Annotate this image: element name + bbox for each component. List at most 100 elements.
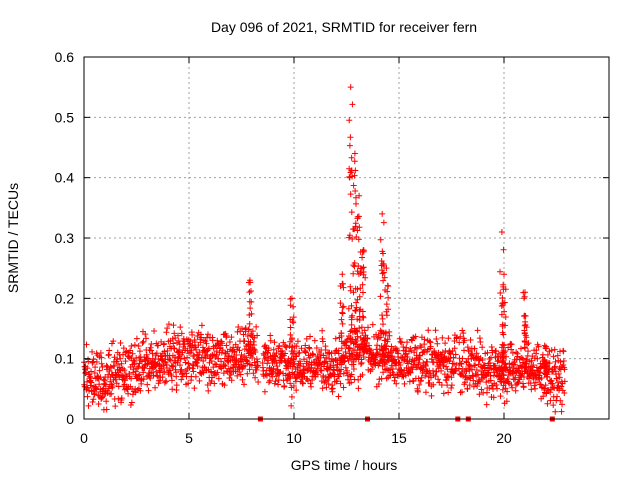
data-point (215, 355, 222, 362)
data-point (432, 327, 439, 334)
data-point (136, 348, 143, 355)
data-point (147, 344, 154, 351)
data-point (288, 393, 295, 400)
data-point (400, 344, 407, 351)
data-point (265, 357, 272, 364)
data-point (272, 352, 279, 359)
data-point (466, 382, 473, 389)
data-point (170, 363, 177, 370)
data-point (201, 363, 208, 370)
data-point (379, 270, 386, 277)
data-point (185, 360, 192, 367)
data-point (152, 384, 159, 391)
data-point (503, 353, 510, 360)
data-point (335, 347, 342, 354)
data-point (117, 339, 124, 346)
data-point (352, 194, 359, 201)
y-tick-label: 0.1 (55, 351, 75, 367)
data-point (500, 353, 507, 360)
data-point (205, 387, 212, 394)
data-point (246, 277, 253, 284)
data-point (246, 366, 253, 373)
data-point (478, 386, 485, 393)
data-point (458, 369, 465, 376)
data-point (265, 345, 272, 352)
data-point (307, 380, 314, 387)
data-point (551, 364, 558, 371)
data-point (559, 401, 566, 408)
data-point (556, 374, 563, 381)
data-point (479, 356, 486, 363)
data-point (503, 398, 510, 405)
data-point (272, 378, 279, 385)
data-point (379, 248, 386, 255)
data-point (409, 366, 416, 373)
data-point (92, 364, 99, 371)
data-point (359, 254, 366, 261)
data-point (244, 358, 251, 365)
data-point (252, 374, 259, 381)
data-point (377, 327, 384, 334)
data-point (248, 310, 255, 317)
data-point (394, 347, 401, 354)
y-tick-label: 0.2 (55, 290, 75, 306)
data-point (319, 385, 326, 392)
data-point (448, 374, 455, 381)
data-point (555, 382, 562, 389)
data-point (234, 372, 241, 379)
data-point (352, 307, 359, 314)
data-point (298, 345, 305, 352)
data-point (398, 339, 405, 346)
data-point (444, 373, 451, 380)
data-point (476, 335, 483, 342)
data-point (247, 345, 254, 352)
data-point (128, 375, 135, 382)
data-point (222, 363, 229, 370)
data-point (500, 302, 507, 309)
data-point (360, 247, 367, 254)
data-point (378, 342, 385, 349)
data-point (171, 354, 178, 361)
data-point (547, 397, 554, 404)
data-point (287, 295, 294, 302)
data-point (350, 270, 357, 277)
data-point (91, 369, 98, 376)
data-point (498, 302, 505, 309)
data-point (445, 335, 452, 342)
x-tick-label: 20 (496, 430, 512, 446)
data-point (122, 358, 129, 365)
data-point (323, 384, 330, 391)
data-point (353, 337, 360, 344)
points-layer (81, 84, 568, 422)
data-point (356, 307, 363, 314)
data-point (178, 366, 185, 373)
data-point (492, 362, 499, 369)
data-point (522, 313, 529, 320)
data-point (522, 289, 528, 296)
data-point (383, 375, 390, 382)
data-point (430, 381, 437, 388)
data-point (115, 395, 122, 402)
data-point (360, 269, 367, 276)
data-point (380, 269, 387, 276)
data-point (512, 374, 519, 381)
data-point (90, 356, 97, 363)
data-point (547, 389, 554, 396)
data-point (508, 341, 515, 348)
data-point (296, 349, 303, 356)
data-point (287, 302, 294, 309)
data-point (391, 377, 398, 384)
data-point (161, 340, 168, 347)
data-point (490, 394, 497, 401)
data-point (494, 385, 501, 392)
data-point (221, 382, 228, 389)
data-point (184, 354, 191, 361)
data-point (457, 333, 464, 340)
data-point (197, 339, 204, 346)
data-point (403, 357, 410, 364)
data-point (455, 365, 462, 372)
data-point (541, 364, 548, 371)
data-point (100, 385, 107, 392)
data-point (342, 364, 349, 371)
data-point (519, 380, 526, 387)
